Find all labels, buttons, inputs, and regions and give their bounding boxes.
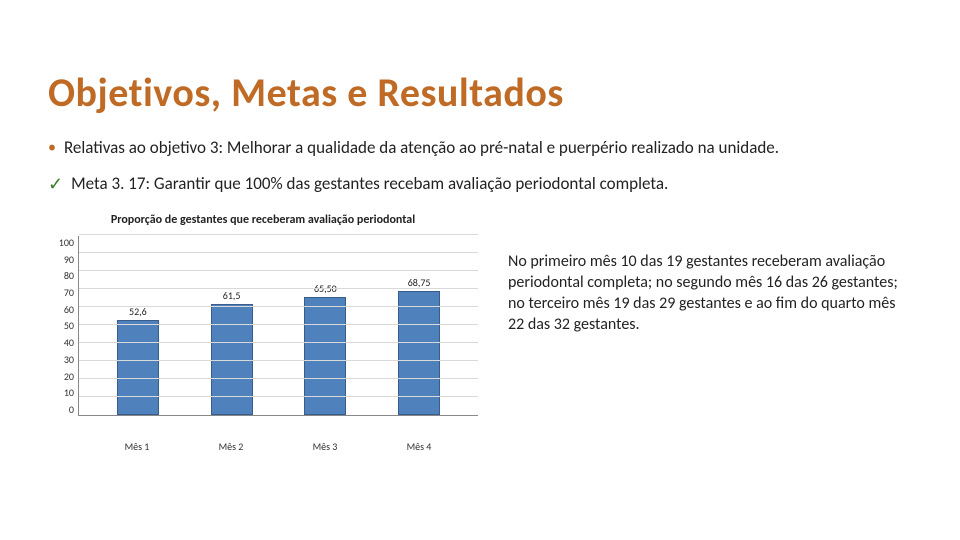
gridline	[79, 234, 478, 235]
y-tick: 80	[48, 269, 74, 282]
gridline	[79, 252, 478, 253]
y-tick: 50	[48, 319, 74, 332]
bar-group: 68,75	[389, 276, 449, 415]
description-text: No primeiro mês 10 das 19 gestantes rece…	[508, 251, 912, 335]
x-tick-label: Mês 3	[295, 440, 355, 453]
check-item: ✓ Meta 3. 17: Garantir que 100% das gest…	[48, 173, 912, 195]
x-tick-label: Mês 2	[201, 440, 261, 453]
check-icon: ✓	[48, 173, 63, 195]
y-tick: 40	[48, 336, 74, 349]
bullet-icon: •	[48, 137, 56, 159]
gridline	[79, 360, 478, 361]
check-text: Meta 3. 17: Garantir que 100% das gestan…	[71, 173, 668, 195]
gridline	[79, 342, 478, 343]
x-axis: Mês 1 Mês 2 Mês 3 Mês 4	[78, 440, 478, 453]
bar-chart: 0102030405060708090100 52,661,565,5068,7…	[48, 236, 478, 436]
gridline	[79, 270, 478, 271]
bars-group: 52,661,565,5068,75	[79, 236, 478, 415]
bar	[304, 297, 346, 415]
y-tick: 70	[48, 286, 74, 299]
y-tick: 10	[48, 386, 74, 399]
chart-container: Proporção de gestantes que receberam ava…	[48, 213, 478, 453]
x-tick-label: Mês 4	[389, 440, 449, 453]
plot-area: 52,661,565,5068,75	[78, 236, 478, 416]
gridline	[79, 378, 478, 379]
bullet-item: • Relativas ao objetivo 3: Melhorar a qu…	[48, 137, 912, 159]
gridline	[79, 324, 478, 325]
slide: Objetivos, Metas e Resultados • Relativa…	[0, 0, 960, 540]
gridline	[79, 396, 478, 397]
bar-value-label: 52,6	[129, 305, 147, 318]
gridline	[79, 306, 478, 307]
bar	[117, 320, 159, 415]
y-tick: 90	[48, 253, 74, 266]
bar-value-label: 61,5	[223, 289, 241, 302]
content-row: Proporção de gestantes que receberam ava…	[48, 213, 912, 453]
page-title: Objetivos, Metas e Resultados	[48, 0, 912, 129]
y-tick: 100	[48, 236, 74, 249]
bullet-text: Relativas ao objetivo 3: Melhorar a qual…	[64, 137, 779, 159]
y-axis: 0 10 20 30 40 50 60 70 80 90 100	[48, 236, 78, 416]
y-tick: 30	[48, 353, 74, 366]
gridline	[79, 288, 478, 289]
y-tick: 0	[48, 403, 74, 416]
y-tick: 60	[48, 303, 74, 316]
x-tick-label: Mês 1	[107, 440, 167, 453]
chart-title: Proporção de gestantes que receberam ava…	[48, 213, 478, 228]
y-tick: 20	[48, 370, 74, 383]
